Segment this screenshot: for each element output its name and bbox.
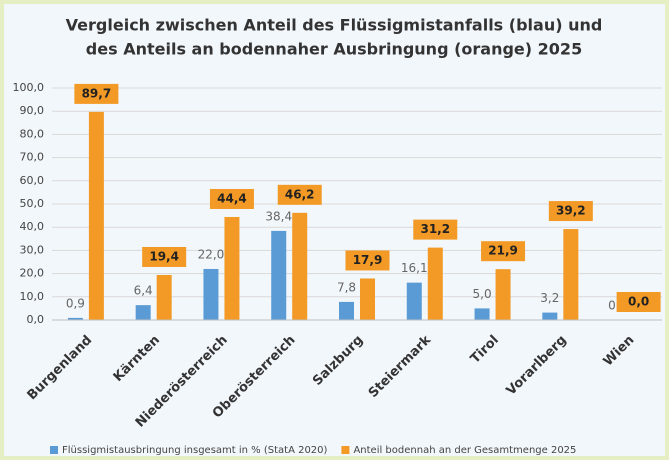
legend-label: Anteil bodennah an der Gesamtmenge 2025	[353, 445, 576, 456]
bar	[224, 216, 240, 320]
bar	[406, 282, 422, 320]
data-label: 0,9	[66, 296, 85, 310]
bar	[427, 247, 443, 320]
bar	[360, 278, 375, 320]
bar	[88, 111, 104, 320]
data-label: 38,4	[265, 209, 292, 223]
y-tick-label: 80,0	[20, 127, 45, 140]
data-label: 16,1	[401, 261, 428, 275]
data-label-box	[481, 241, 526, 262]
y-tick-label: 40,0	[20, 220, 45, 233]
data-label: 5,0	[473, 287, 492, 301]
data-label: 19,4	[149, 249, 179, 263]
chart-title: des Anteils an bodennaher Ausbringung (o…	[86, 40, 582, 59]
y-tick-label: 60,0	[20, 174, 45, 187]
bar	[542, 312, 558, 320]
data-label: 89,7	[82, 86, 112, 100]
data-label: 31,2	[420, 222, 450, 236]
data-label-box	[209, 188, 254, 209]
data-label: 6,4	[134, 284, 153, 298]
chart-title: Vergleich zwischen Anteil des Flüssigmis…	[66, 16, 603, 35]
data-label-box	[616, 292, 661, 312]
data-label-box	[277, 184, 322, 205]
data-label-box	[74, 83, 119, 104]
data-label: 0,0	[628, 295, 649, 309]
y-tick-label: 20,0	[20, 267, 45, 280]
data-label-box	[345, 250, 390, 271]
bar	[474, 308, 490, 320]
data-label: 17,9	[353, 253, 383, 267]
y-tick-label: 90,0	[20, 104, 45, 117]
bar	[203, 268, 219, 320]
panel	[4, 4, 665, 456]
data-label-box	[142, 246, 187, 267]
bar	[271, 230, 287, 320]
bar	[67, 317, 83, 320]
data-label: 3,2	[540, 291, 559, 305]
legend-swatch	[341, 446, 350, 454]
y-tick-label: 10,0	[20, 290, 45, 303]
data-label: 22,0	[198, 247, 225, 261]
y-tick-label: 100,0	[13, 81, 45, 94]
legend-swatch	[50, 446, 58, 454]
y-tick-label: 30,0	[20, 243, 45, 256]
y-tick-label: 70,0	[20, 151, 45, 164]
data-label: 44,4	[217, 191, 247, 205]
bar	[495, 269, 511, 320]
data-label-box	[413, 219, 458, 240]
y-tick-label: 0,0	[27, 313, 45, 326]
data-label-box	[548, 201, 593, 222]
y-tick-label: 50,0	[20, 197, 45, 210]
data-label: 39,2	[556, 204, 586, 218]
data-label: 46,2	[285, 187, 315, 201]
data-label: 21,9	[488, 244, 518, 258]
bar	[135, 305, 151, 320]
bar	[156, 274, 172, 320]
bar	[339, 301, 354, 320]
bar	[563, 229, 579, 320]
data-label: 7,8	[337, 280, 356, 294]
bar	[292, 212, 308, 320]
legend-label: Flüssigmistausbringung insgesamt in % (S…	[62, 445, 328, 456]
